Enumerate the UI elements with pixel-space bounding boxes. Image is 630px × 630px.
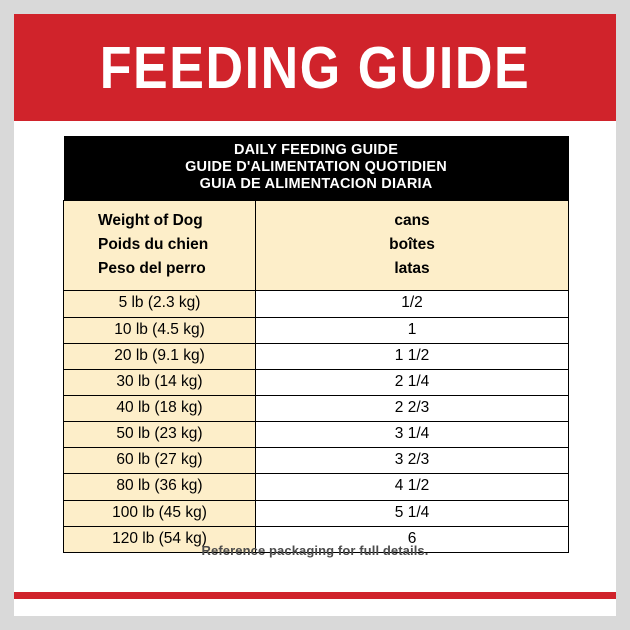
cell-cans: 2 1/4: [254, 368, 570, 396]
feeding-guide-card: FEEDING GUIDE DAILY FEEDING GUIDE GUIDE …: [14, 14, 616, 616]
cell-cans: 3 2/3: [254, 447, 570, 475]
column-header-weight-es: Peso del perro: [98, 260, 206, 278]
column-header-weight: Weight of Dog Poids du chien Peso del pe…: [63, 200, 256, 292]
column-header-cans-es: latas: [394, 260, 430, 278]
table-row: 20 lb (9.1 kg) 1 1/2: [63, 342, 570, 370]
daily-feeding-table: DAILY FEEDING GUIDE GUIDE D'ALIMENTATION…: [63, 136, 570, 553]
column-header-weight-en: Weight of Dog: [98, 212, 203, 230]
feeding-guide-banner: FEEDING GUIDE: [14, 14, 616, 121]
cell-cans: 1: [254, 316, 570, 344]
cell-cans: 5 1/4: [254, 499, 570, 527]
table-row: 120 lb (54 kg) 6: [63, 525, 570, 553]
cell-weight: 30 lb (14 kg): [63, 368, 256, 396]
cell-weight: 100 lb (45 kg): [63, 499, 256, 527]
cell-weight: 5 lb (2.3 kg): [63, 290, 256, 318]
cell-weight: 80 lb (36 kg): [63, 473, 256, 501]
table-row: 30 lb (14 kg) 2 1/4: [63, 368, 570, 396]
table-row: 100 lb (45 kg) 5 1/4: [63, 499, 570, 527]
cell-weight: 50 lb (23 kg): [63, 421, 256, 449]
table-row: 80 lb (36 kg) 4 1/2: [63, 473, 570, 501]
table-title-row: DAILY FEEDING GUIDE GUIDE D'ALIMENTATION…: [63, 136, 569, 201]
column-header-cans-fr: boîtes: [389, 236, 435, 254]
column-header-weight-fr: Poids du chien: [98, 236, 209, 254]
bottom-accent-bar: [14, 592, 616, 599]
table-row: 10 lb (4.5 kg) 1: [63, 316, 570, 344]
daily-feeding-table-wrapper: DAILY FEEDING GUIDE GUIDE D'ALIMENTATION…: [63, 136, 570, 553]
cell-cans: 6: [254, 525, 570, 553]
table-header-row: Weight of Dog Poids du chien Peso del pe…: [63, 200, 570, 292]
cell-weight: 120 lb (54 kg): [63, 525, 256, 553]
table-row: 50 lb (23 kg) 3 1/4: [63, 421, 570, 449]
feeding-guide-body: DAILY FEEDING GUIDE GUIDE D'ALIMENTATION…: [14, 121, 616, 599]
cell-weight: 20 lb (9.1 kg): [63, 342, 256, 370]
cell-cans: 1 1/2: [254, 342, 570, 370]
table-row: 60 lb (27 kg) 3 2/3: [63, 447, 570, 475]
cell-cans: 3 1/4: [254, 421, 570, 449]
table-title-line-en: DAILY FEEDING GUIDE: [233, 142, 399, 158]
table-row: 5 lb (2.3 kg) 1/2: [63, 290, 570, 318]
footnote-text: Reference packaging for full details.: [201, 543, 429, 558]
table-title-line-es: GUIA DE ALIMENTACION DIARIA: [199, 176, 433, 193]
cell-cans: 1/2: [254, 290, 570, 318]
cell-weight: 60 lb (27 kg): [63, 447, 256, 475]
cell-cans: 2 2/3: [254, 394, 570, 423]
table-title-line-fr: GUIDE D'ALIMENTATION QUOTIDIEN: [185, 159, 447, 176]
page-title: FEEDING GUIDE: [99, 34, 531, 101]
column-header-cans: cans boîtes latas: [254, 200, 570, 292]
table-title-cell: DAILY FEEDING GUIDE GUIDE D'ALIMENTATION…: [63, 136, 569, 201]
cell-cans: 4 1/2: [254, 473, 570, 501]
column-header-cans-en: cans: [394, 212, 430, 230]
table-row: 40 lb (18 kg) 2 2/3: [63, 394, 570, 423]
cell-weight: 10 lb (4.5 kg): [63, 316, 256, 344]
cell-weight: 40 lb (18 kg): [63, 394, 256, 423]
